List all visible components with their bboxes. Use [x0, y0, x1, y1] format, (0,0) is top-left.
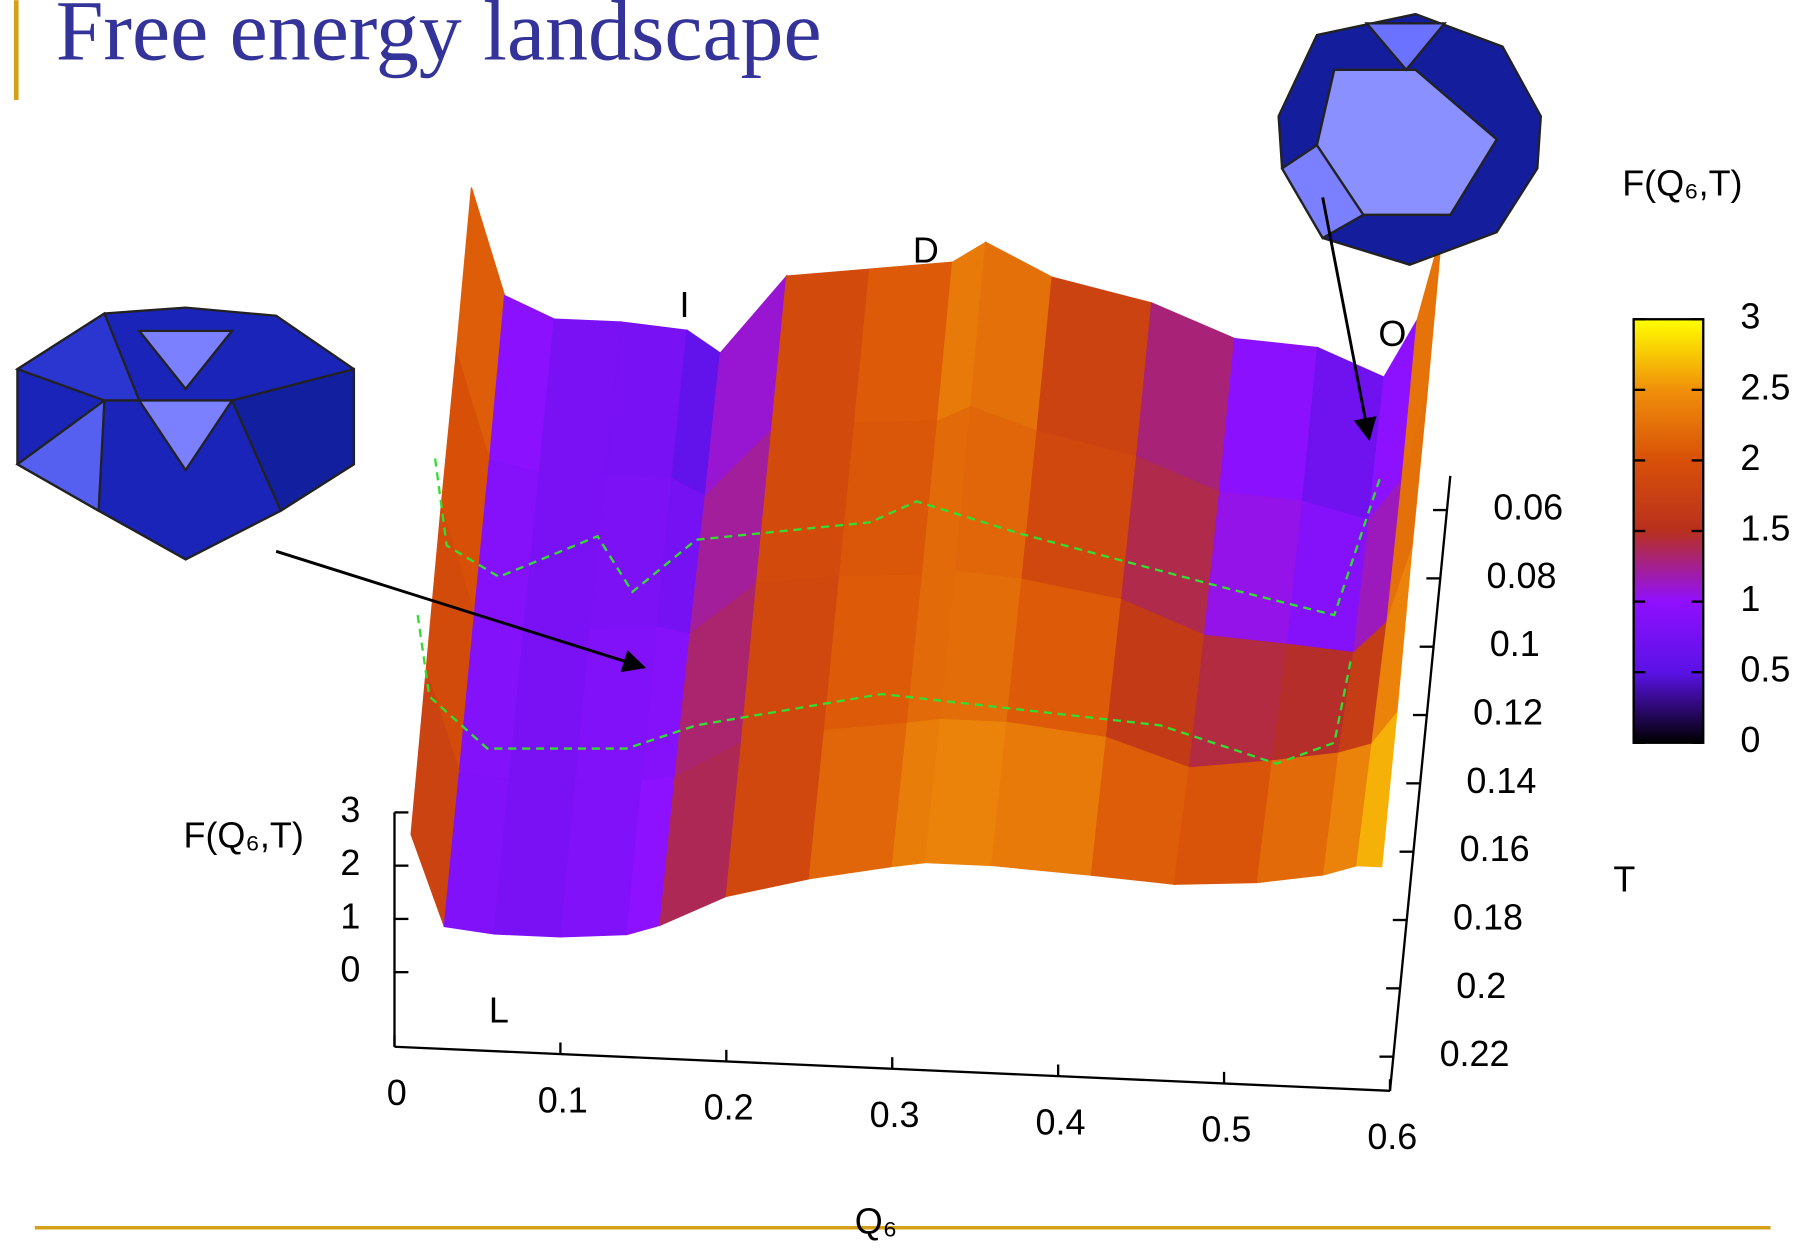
- colorbar-tick-label: 1.5: [1740, 508, 1790, 549]
- surface-cell: [1204, 492, 1302, 644]
- y-tick-label: 0.22: [1440, 1033, 1510, 1074]
- slide-title: Free energy landscape: [56, 0, 822, 78]
- surface-cell: [855, 262, 953, 423]
- surface-cell: [772, 269, 870, 430]
- surface-cell: [1022, 431, 1137, 600]
- surface-cell: [839, 421, 937, 576]
- slide: Free energy landscape F(Q₆,T) F(Q₆,T) T …: [0, 0, 1810, 1243]
- annotation: O: [1378, 313, 1406, 354]
- x-tick-label: 0.2: [704, 1087, 754, 1128]
- y-tick-label: 0.06: [1493, 487, 1563, 528]
- y-axis-label: T: [1613, 858, 1635, 899]
- colorbar-tick-label: 1: [1740, 578, 1760, 619]
- y-tick-label: 0.18: [1453, 897, 1523, 938]
- z-tick-label: 1: [340, 895, 360, 936]
- x-tick-label: 0: [387, 1072, 407, 1113]
- y-tick-label: 0.08: [1486, 555, 1556, 596]
- surface-cell: [1189, 635, 1287, 767]
- colorbar-tick-label: 2.5: [1740, 366, 1790, 407]
- z-tick-label: 0: [340, 949, 360, 990]
- y-tick-label: 0.16: [1460, 828, 1530, 869]
- annotation: D: [913, 230, 939, 271]
- surface-cell: [1174, 761, 1272, 884]
- colorbar-tick-label: 0: [1740, 719, 1760, 760]
- surface-cell: [992, 722, 1107, 875]
- y-tick-label: 0.2: [1456, 965, 1506, 1006]
- colorbar-tick-label: 3: [1740, 296, 1760, 337]
- accent-bar: [14, 0, 19, 100]
- x-tick-label: 0.4: [1035, 1101, 1085, 1142]
- x-tick-label: 0.1: [538, 1079, 588, 1120]
- annotation: I: [680, 284, 690, 325]
- surface: [411, 188, 1442, 937]
- molecule-right: [1279, 14, 1541, 265]
- x-tick-label: 0.3: [870, 1094, 920, 1135]
- colorbar-label: F(Q₆,T): [1622, 162, 1742, 203]
- y-tick-label: 0.12: [1473, 692, 1543, 733]
- surface-cell: [824, 575, 922, 730]
- x-axis-label: Q₆: [855, 1201, 897, 1242]
- y-tick-label: 0.14: [1466, 760, 1536, 801]
- x-tick-label: 0.5: [1201, 1109, 1251, 1150]
- molecule-left: [17, 308, 353, 560]
- z-tick-label: 2: [340, 842, 360, 883]
- surface-cell: [809, 723, 907, 878]
- colorbar-tick-label: 2: [1740, 437, 1760, 478]
- z-tick-label: 3: [340, 789, 360, 830]
- annotation: L: [489, 990, 509, 1031]
- colorbar: 0 0.5 1 1.5 2 2.5 3: [1634, 296, 1791, 760]
- colorbar-tick-label: 0.5: [1740, 649, 1790, 690]
- y-tick-label: 0.1: [1490, 623, 1540, 664]
- surface-cell: [741, 577, 839, 743]
- x-tick-label: 0.6: [1367, 1116, 1417, 1157]
- surface-cell: [756, 423, 854, 584]
- surface-cell: [1220, 339, 1318, 502]
- surface-cell: [1037, 277, 1152, 456]
- z-axis-label: F(Q₆,T): [183, 814, 303, 855]
